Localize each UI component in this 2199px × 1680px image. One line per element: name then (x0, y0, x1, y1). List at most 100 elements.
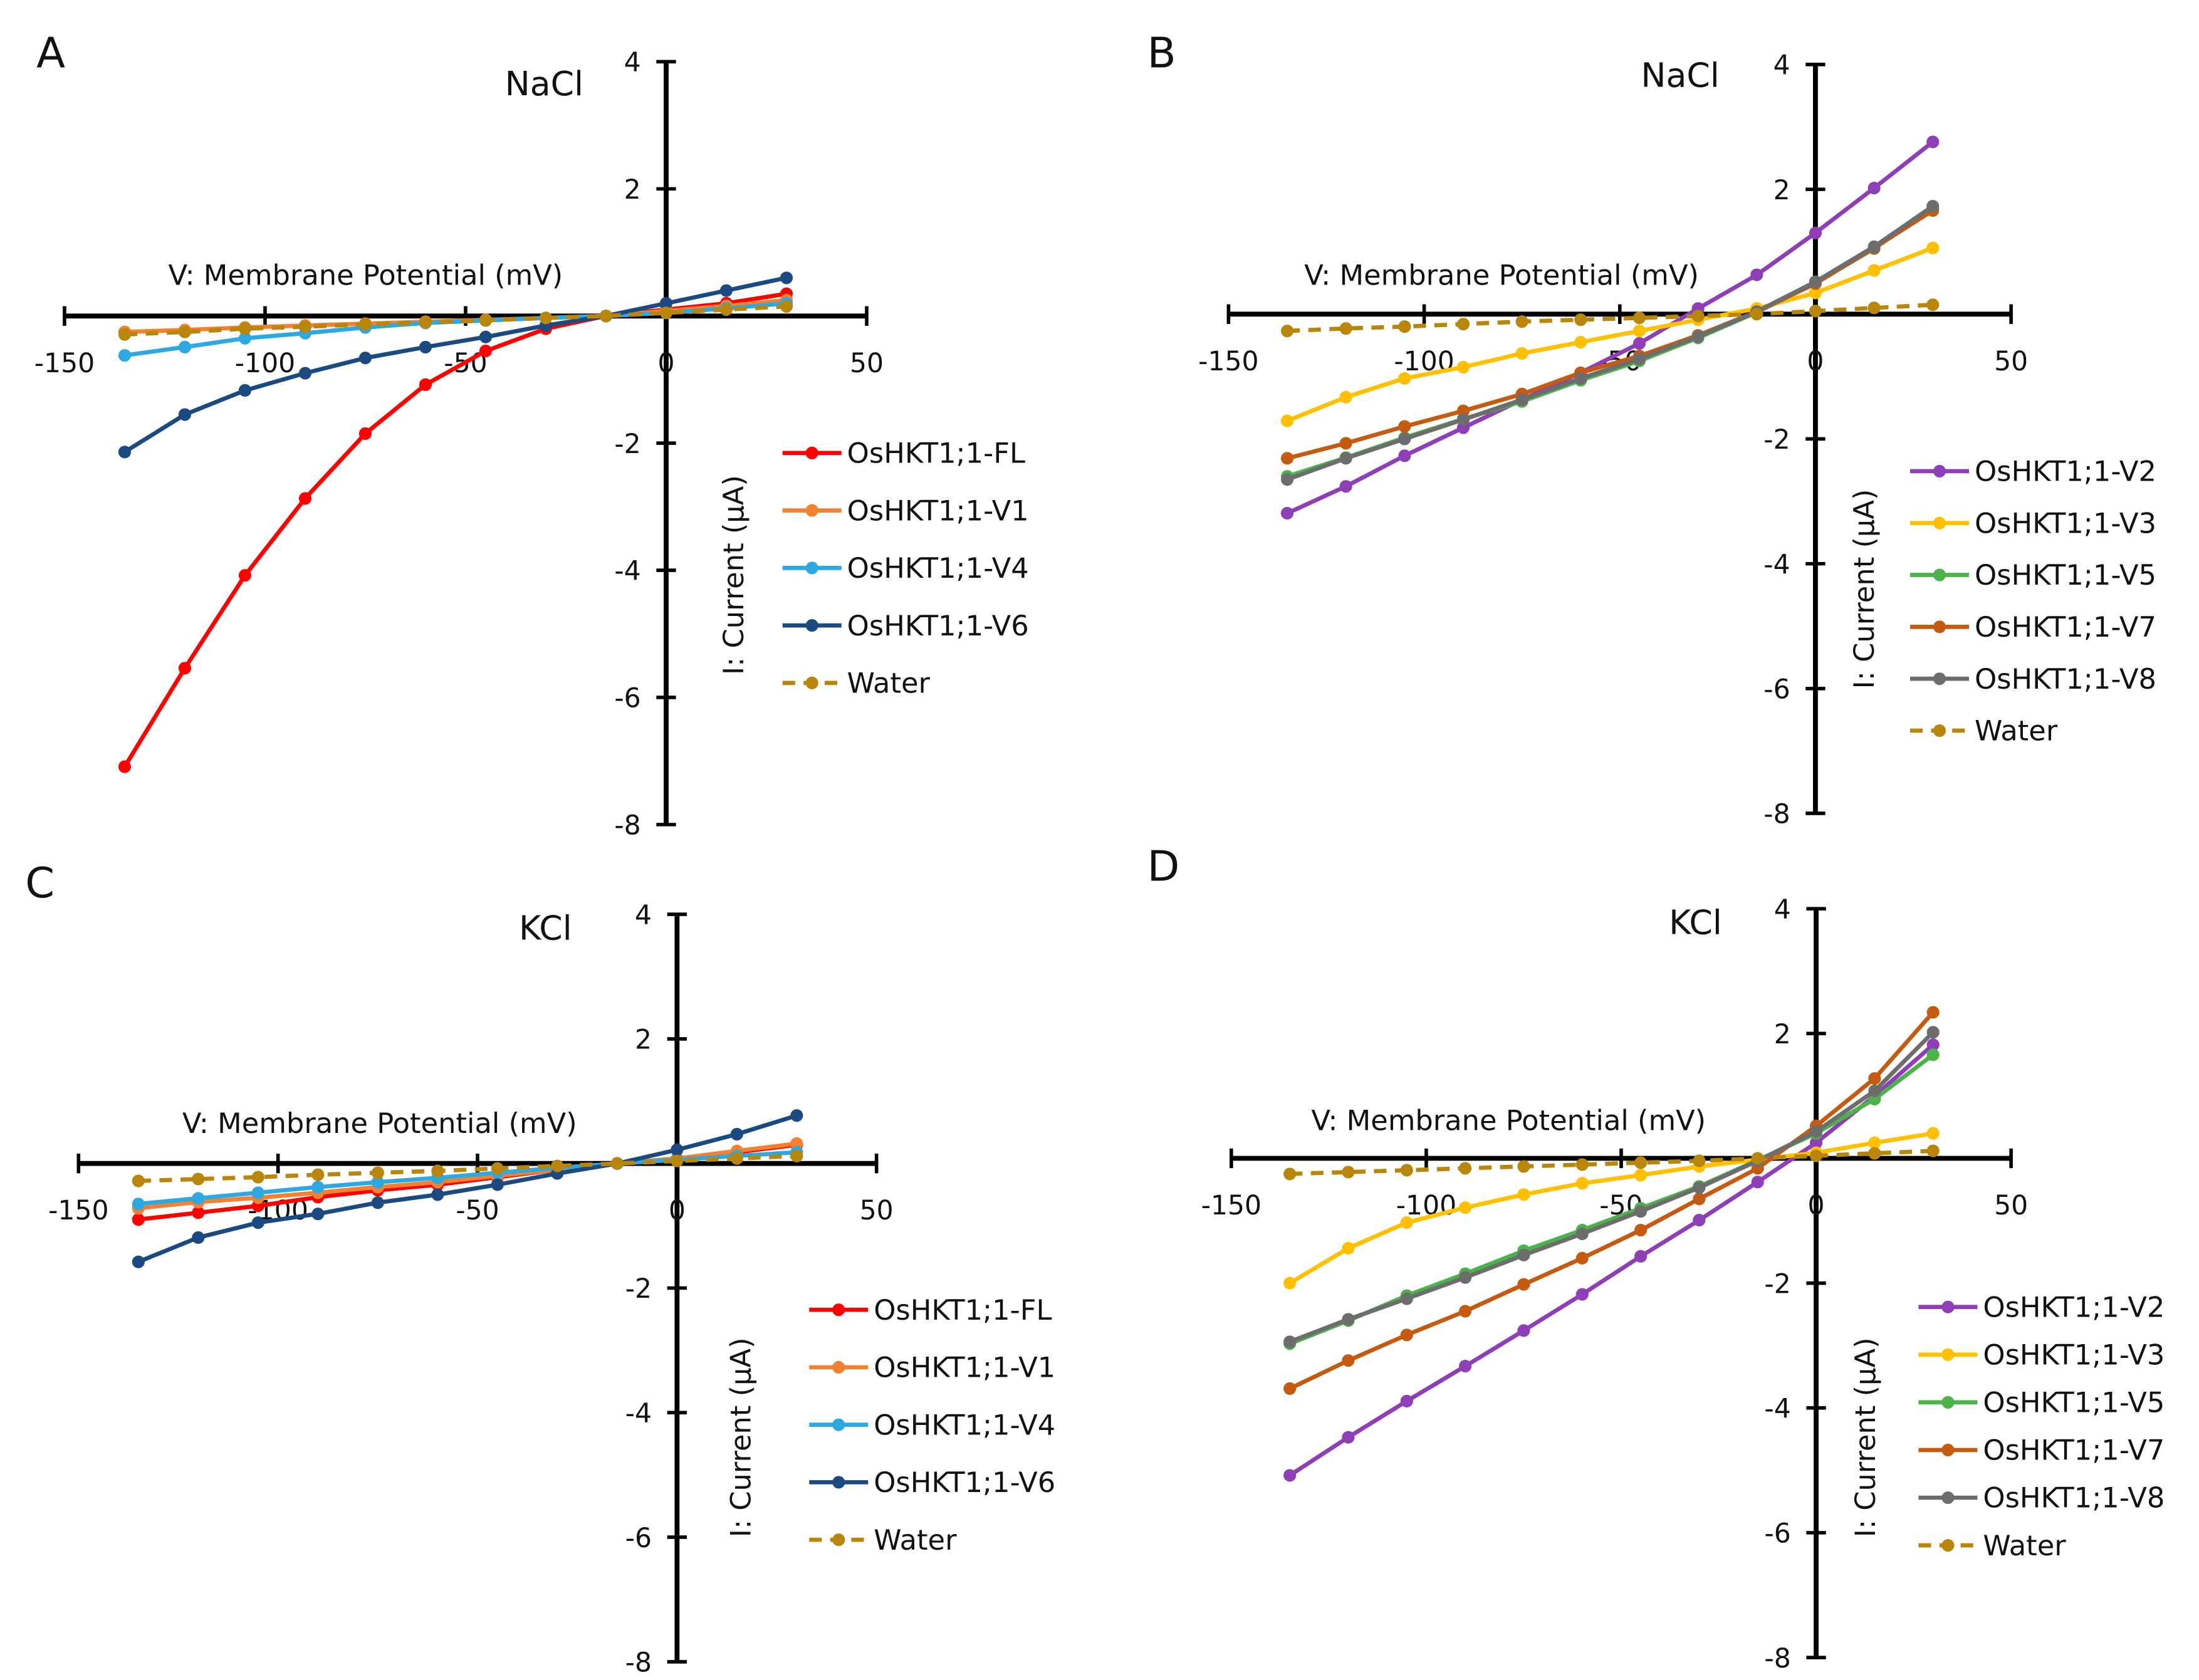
data-point (1459, 1360, 1472, 1373)
data-point (1693, 1181, 1706, 1194)
legend-label: OsHKT1;1-V6 (874, 1466, 1055, 1499)
x-tick-label: -50 (456, 1196, 499, 1226)
data-point (1575, 1177, 1589, 1190)
x-axis-label: V: Membrane Potential (mV) (1304, 258, 1699, 291)
legend-label: Water (1975, 714, 2058, 748)
data-point (1398, 372, 1411, 385)
data-point (730, 1152, 743, 1165)
data-point (730, 1127, 743, 1141)
data-point (1926, 1048, 1940, 1062)
legend-item: OsHKT1;1-V5 (1918, 1386, 2165, 1419)
data-point (1868, 1147, 1881, 1160)
legend-item: Water (782, 667, 931, 700)
y-tick-label: -6 (1763, 674, 1790, 705)
data-point (1926, 1038, 1940, 1051)
data-point (1515, 315, 1528, 328)
data-point (178, 340, 192, 354)
y-tick-label: 2 (635, 1025, 652, 1056)
data-point (551, 1159, 564, 1172)
data-point (1634, 1205, 1648, 1218)
data-point (1868, 1084, 1881, 1098)
data-point (610, 1157, 624, 1170)
legend-label: OsHKT1;1-V7 (1975, 610, 2156, 644)
data-point (1632, 352, 1646, 366)
series-line (1286, 246, 1934, 423)
legend-marker (1941, 1300, 1955, 1313)
data-point (790, 1137, 803, 1150)
data-point (1693, 1192, 1706, 1206)
series-water (132, 1149, 803, 1187)
data-point (1632, 325, 1646, 338)
series-line (1288, 1043, 1935, 1478)
x-tick-label: 50 (860, 1196, 894, 1226)
y-tick-label: 4 (624, 48, 641, 78)
legend-marker (805, 561, 818, 575)
data-point (1342, 1313, 1355, 1326)
data-point (311, 1208, 325, 1221)
legend-item: OsHKT1;1-V8 (1909, 662, 2156, 696)
x-tick-label: 0 (1807, 347, 1824, 377)
data-point (1926, 1006, 1940, 1019)
data-point (298, 492, 312, 505)
legend-marker (1941, 1491, 1955, 1505)
panel-title: KCl (1669, 902, 1722, 942)
legend-label: OsHKT1;1-V7 (1983, 1434, 2165, 1467)
data-point (1926, 199, 1940, 213)
data-point (419, 316, 432, 329)
data-point (1809, 286, 1822, 300)
data-point (659, 306, 673, 320)
legend-label: OsHKT1;1-V5 (1983, 1386, 2165, 1419)
data-point (491, 1178, 504, 1191)
panel-letter: D (1147, 842, 1180, 890)
data-point (719, 303, 733, 316)
legend-marker (1933, 672, 1946, 686)
legend-label: OsHKT1;1-V2 (1975, 455, 2156, 488)
data-point (1339, 452, 1352, 465)
data-point (1342, 1354, 1355, 1367)
data-point (1280, 452, 1294, 465)
x-tick-label: 50 (850, 348, 884, 379)
data-point (1400, 1164, 1413, 1177)
legend-item: OsHKT1;1-V3 (1918, 1338, 2165, 1371)
x-tick-label: 50 (1994, 347, 2028, 377)
series-oshkt1-1-v5 (1280, 201, 1940, 483)
data-point (659, 296, 673, 310)
data-point (1809, 1125, 1823, 1138)
data-point (671, 1154, 684, 1167)
data-point (238, 322, 252, 335)
series-line (138, 1154, 797, 1183)
series-line (1287, 209, 1935, 461)
data-point (479, 345, 493, 358)
data-point (1517, 1278, 1530, 1291)
data-point (118, 760, 132, 773)
data-point (1750, 308, 1763, 321)
legend-label: OsHKT1;1-V8 (1983, 1481, 2165, 1515)
data-point (1926, 241, 1940, 254)
data-point (419, 340, 432, 354)
data-point (192, 1231, 205, 1244)
y-tick-label: -6 (614, 684, 640, 714)
series-water (1280, 298, 1940, 338)
data-point (1400, 1216, 1413, 1229)
y-axis-label: I: Current (µA) (724, 1337, 757, 1537)
data-point (1459, 1271, 1472, 1284)
y-axis-label: I: Current (µA) (1847, 489, 1881, 689)
series-line (1287, 204, 1935, 482)
x-tick-label: -150 (34, 348, 95, 379)
legend-marker (1941, 1396, 1955, 1409)
y-tick-label: -8 (625, 1648, 652, 1679)
x-axis-label: V: Membrane Potential (mV) (182, 1107, 577, 1140)
x-tick-label: 0 (1808, 1191, 1825, 1221)
data-point (1809, 1136, 1823, 1149)
data-point (178, 408, 192, 421)
x-axis-label: V: Membrane Potential (mV) (1311, 1104, 1706, 1137)
legend-marker (1933, 620, 1946, 634)
data-point (1751, 1152, 1764, 1165)
legend-marker (805, 446, 818, 459)
legend-label: OsHKT1;1-FL (874, 1293, 1052, 1327)
series-oshkt1-1-v8 (1280, 199, 1940, 486)
data-point (192, 1172, 205, 1186)
series-line (1288, 1053, 1935, 1346)
data-point (1517, 1248, 1530, 1261)
x-tick-label: 0 (669, 1196, 686, 1226)
